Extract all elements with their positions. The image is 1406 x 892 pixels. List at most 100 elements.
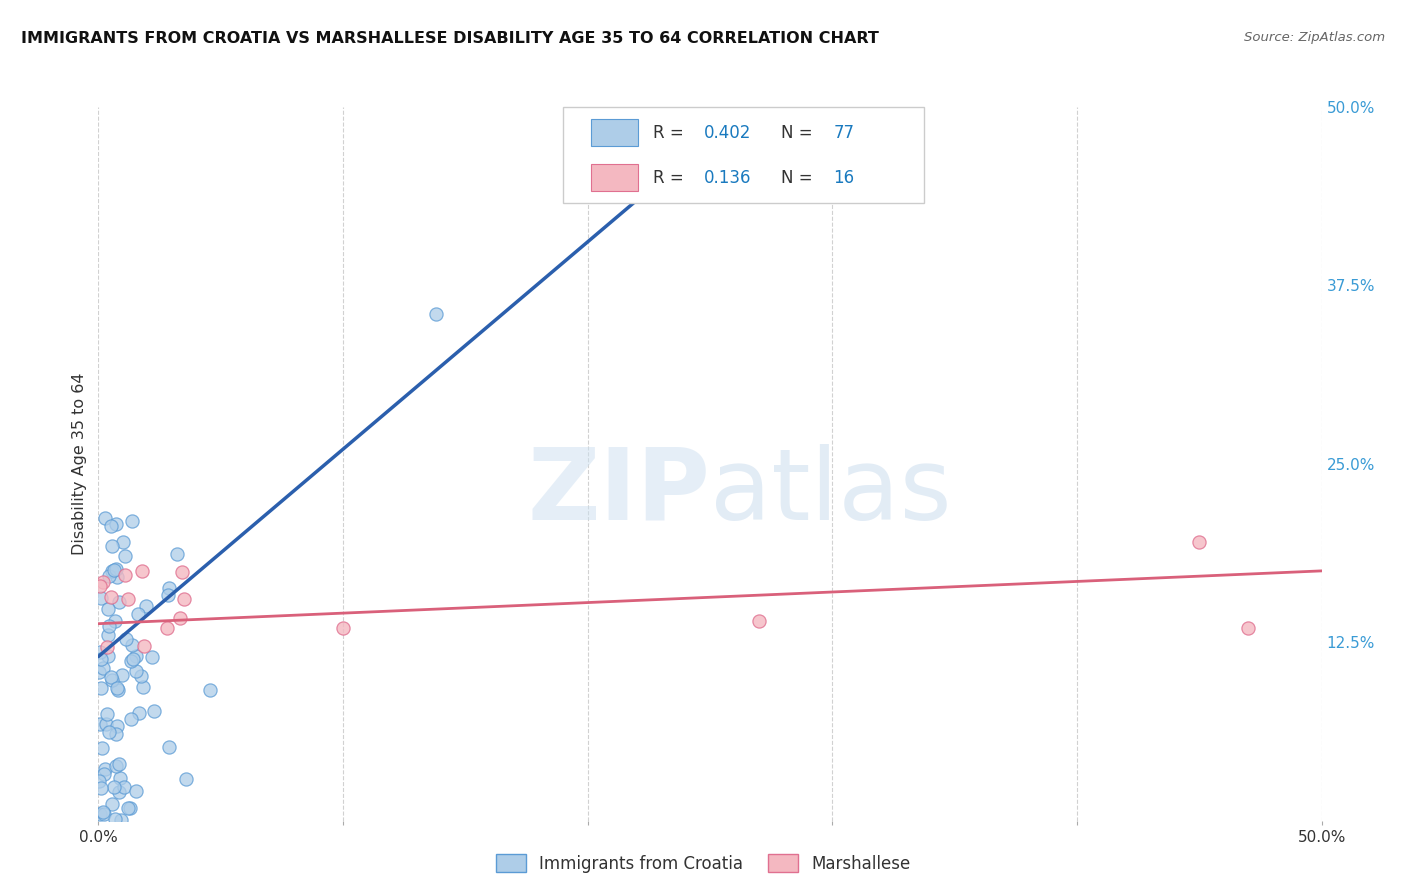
Point [127, 607, 149, 621]
Point [125, 649, 148, 664]
Point [108, 785, 131, 799]
Point [105, 727, 128, 741]
Point [131, 669, 153, 683]
Legend: Immigrants from Croatia, Marshallese: Immigrants from Croatia, Marshallese [489, 847, 917, 880]
Point [141, 649, 163, 664]
Point [97, 627, 120, 641]
Point [101, 797, 124, 811]
Point [103, 564, 125, 578]
Point [112, 535, 135, 549]
Point [105, 516, 128, 531]
Point [105, 562, 128, 576]
Point [107, 595, 129, 609]
Text: 0.402: 0.402 [704, 124, 751, 142]
Point [120, 712, 142, 726]
Point [91, 741, 114, 756]
Text: R =: R = [652, 169, 689, 186]
Point [125, 784, 148, 798]
Text: 0.136: 0.136 [704, 169, 751, 186]
Point [157, 581, 180, 595]
Point [128, 706, 150, 720]
Text: N =: N = [780, 124, 818, 142]
Point [176, 772, 198, 787]
Point [100, 670, 122, 684]
Point [90, 591, 112, 605]
Point [89, 716, 111, 731]
Point [100, 518, 122, 533]
Text: 77: 77 [834, 124, 855, 142]
FancyBboxPatch shape [592, 164, 638, 191]
Point [90, 780, 112, 795]
Text: atlas: atlas [710, 444, 952, 541]
Text: 16: 16 [834, 169, 855, 186]
Point [89, 665, 111, 680]
Point [94, 716, 117, 731]
Point [135, 599, 157, 614]
Point [98, 619, 121, 633]
Point [112, 780, 135, 794]
Point [90, 652, 112, 666]
Point [93, 805, 115, 819]
Point [93, 806, 115, 821]
Point [170, 565, 193, 579]
Point [120, 654, 142, 668]
Point [93, 767, 115, 781]
Point [96, 707, 118, 722]
Point [101, 539, 124, 553]
Point [748, 614, 770, 628]
Point [94, 762, 117, 776]
Point [101, 564, 124, 578]
Point [107, 570, 129, 584]
FancyBboxPatch shape [564, 107, 924, 203]
Point [1188, 535, 1211, 549]
Point [105, 681, 128, 695]
Point [156, 621, 179, 635]
Point [100, 591, 122, 605]
Point [107, 683, 129, 698]
Text: R =: R = [652, 124, 689, 142]
Point [173, 592, 195, 607]
Point [200, 683, 222, 698]
Point [94, 510, 117, 524]
Point [108, 757, 131, 772]
Point [104, 812, 127, 826]
Text: N =: N = [780, 169, 818, 186]
Point [90, 681, 112, 695]
Point [118, 801, 141, 815]
Point [97, 601, 120, 615]
Point [103, 780, 125, 794]
Point [114, 568, 136, 582]
Point [108, 771, 131, 785]
Point [104, 615, 127, 629]
Point [105, 759, 128, 773]
Point [93, 574, 115, 589]
Point [114, 549, 136, 564]
Text: Source: ZipAtlas.com: Source: ZipAtlas.com [1244, 31, 1385, 45]
Point [131, 564, 153, 578]
Point [117, 592, 139, 607]
Point [89, 645, 111, 659]
Point [111, 668, 134, 682]
FancyBboxPatch shape [592, 120, 638, 146]
Point [157, 739, 180, 754]
Text: ZIP: ZIP [527, 444, 710, 541]
Point [89, 806, 111, 821]
Point [97, 648, 120, 663]
Point [125, 665, 148, 679]
Point [98, 569, 121, 583]
Text: IMMIGRANTS FROM CROATIA VS MARSHALLESE DISABILITY AGE 35 TO 64 CORRELATION CHART: IMMIGRANTS FROM CROATIA VS MARSHALLESE D… [21, 31, 879, 46]
Point [156, 589, 179, 603]
Point [122, 652, 145, 666]
Point [117, 801, 139, 815]
Point [87, 774, 110, 789]
Point [132, 639, 155, 653]
Point [169, 610, 191, 624]
Point [425, 307, 447, 321]
Point [98, 725, 121, 739]
Point [332, 621, 354, 635]
Point [132, 680, 155, 694]
Point [121, 639, 143, 653]
Point [89, 578, 111, 592]
Point [115, 632, 138, 646]
Point [105, 719, 128, 733]
